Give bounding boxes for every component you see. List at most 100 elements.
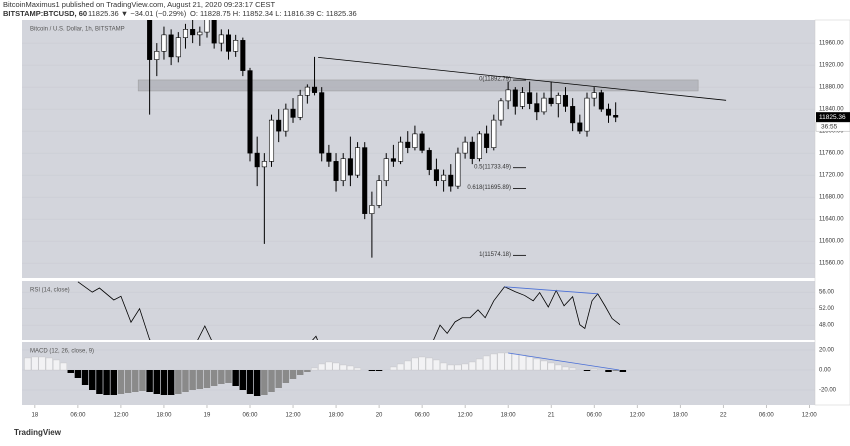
macd-bar: [160, 370, 168, 395]
brand: TradingView: [14, 428, 62, 437]
candle-body: [613, 115, 619, 118]
candle-body: [455, 152, 461, 187]
macd-bar: [60, 362, 67, 371]
candle-body: [376, 180, 382, 206]
fib-label: 0.5(11733.49): [474, 164, 511, 170]
macd-bar: [146, 370, 153, 392]
pane-content: 0(11892.79) 0.5(11733.49) 0.618(11695.89) 1…: [22, 20, 815, 264]
candle-body: [591, 92, 597, 99]
macd-bar: [239, 370, 247, 390]
macd-bar: [38, 356, 46, 371]
macd-bar: [447, 364, 455, 371]
x-tick-label: 12:00: [630, 413, 646, 419]
macd-bar: [232, 370, 239, 386]
candle-body: [147, 20, 153, 60]
macd-bar: [246, 370, 254, 394]
x-tick-label: 06:00: [759, 413, 775, 419]
trendline: [504, 286, 598, 295]
pane-content: [22, 349, 815, 396]
candle-body: [584, 97, 590, 132]
macd-bar: [81, 370, 89, 385]
macd-bar: [103, 370, 110, 395]
macd-bar: [304, 370, 311, 372]
macd-bar: [497, 352, 505, 371]
macd-bar: [96, 370, 103, 394]
candle-body: [319, 92, 325, 154]
macd-bar: [526, 356, 534, 371]
candle-body: [190, 29, 196, 36]
y-tick-label: 11560.00: [819, 261, 844, 267]
candle-body: [362, 147, 368, 214]
macd-bar: [533, 358, 541, 371]
macd-bar: [110, 370, 118, 395]
macd-bar: [311, 367, 318, 371]
candle-body: [154, 51, 160, 60]
candle-body: [268, 119, 275, 162]
x-tick-label: 12:00: [113, 413, 129, 419]
y-tick-label: 11720.00: [819, 173, 844, 179]
trendline: [508, 352, 620, 371]
macd-bar: [24, 357, 32, 371]
macd-bar: [476, 358, 483, 371]
x-tick-label: 06:00: [415, 413, 431, 419]
countdown: 36:55: [821, 123, 838, 130]
price-axis: [814, 19, 850, 406]
candle-body: [233, 40, 239, 52]
y-tick-label: 52.00: [819, 306, 835, 312]
price-tag-label: 11825.36: [819, 114, 846, 121]
fib-label: 0.618(11695.89): [467, 185, 511, 191]
candle-body: [433, 169, 439, 181]
candle-body: [577, 122, 583, 132]
macd-bar: [547, 362, 555, 371]
macd-bar: [132, 370, 139, 392]
macd-bar: [390, 366, 397, 371]
macd-bar: [554, 364, 562, 371]
candle-body: [548, 97, 554, 104]
y-tick-label: 11760.00: [819, 151, 844, 157]
x-tick-label: 18:00: [673, 413, 689, 419]
candle-body: [555, 95, 561, 104]
candle-body: [247, 70, 253, 154]
y-tick-label: 11880.00: [819, 85, 844, 91]
macd-bar: [282, 370, 290, 383]
macd-bar: [468, 361, 476, 371]
x-tick-label: 06:00: [70, 413, 86, 419]
x-tick-label: 20: [376, 413, 383, 419]
macd-bar: [440, 362, 447, 371]
pane-title: Bitcoin / U.S. Dollar, 1h, BITSTAMP: [30, 27, 125, 33]
macd-bar: [289, 370, 297, 379]
candle-body: [412, 133, 418, 148]
candle-body: [469, 141, 475, 159]
macd-bar: [411, 357, 419, 371]
candle-body: [161, 34, 167, 52]
macd-bar: [74, 370, 82, 378]
y-tick-label: 11640.00: [819, 217, 844, 223]
candle-body: [448, 174, 454, 187]
candle-body: [261, 161, 267, 168]
macd-bar: [612, 370, 619, 371]
rsi-line: [77, 281, 621, 340]
macd-bar: [540, 360, 548, 371]
candle-body: [347, 158, 353, 176]
y-tick-label: 56.00: [819, 290, 835, 296]
macd-bar: [483, 355, 490, 371]
candle-body: [476, 133, 482, 159]
candle-body: [527, 92, 533, 104]
macd-bar: [332, 362, 340, 371]
fib-label: 0(11892.79): [479, 77, 511, 83]
pane: [22, 281, 815, 340]
y-tick-label: 0.00: [819, 368, 831, 374]
candle-body: [254, 152, 260, 168]
candle-body: [484, 133, 490, 148]
fib-label: 1(11574.18): [479, 252, 511, 258]
candle-body: [441, 174, 447, 181]
candle-body: [562, 95, 569, 107]
candle-body: [333, 161, 339, 181]
x-tick-label: 12:00: [286, 413, 302, 419]
candle-body: [312, 86, 318, 93]
candle-body: [240, 40, 246, 71]
pane-title: RSI (14, close): [30, 288, 70, 294]
publisher: BitcoinMaximus1 published on TradingView…: [3, 0, 276, 9]
candle-body: [405, 141, 411, 148]
candle-body: [398, 141, 404, 162]
